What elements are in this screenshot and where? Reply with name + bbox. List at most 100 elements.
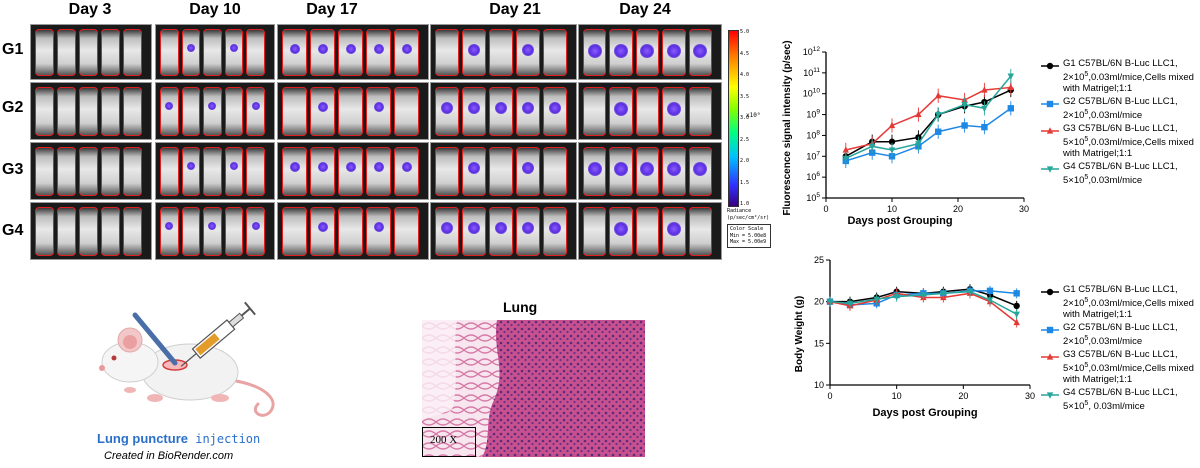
mouse-image bbox=[583, 147, 607, 196]
mouse-image bbox=[310, 147, 335, 196]
mouse-image bbox=[489, 87, 513, 136]
legend-label: G3 C57BL/6N B-Luc LLC1, 5×105,0.03ml/mic… bbox=[1063, 349, 1194, 386]
imaging-panel bbox=[155, 24, 275, 80]
mouse-image bbox=[282, 87, 307, 136]
mouse-image bbox=[662, 87, 686, 136]
y-tick-label: 1012 bbox=[803, 46, 821, 57]
tumor-signal-icon bbox=[165, 102, 174, 111]
legend-marker-icon bbox=[1041, 392, 1059, 400]
legend-marker-icon bbox=[1041, 62, 1059, 70]
colorbar bbox=[728, 30, 739, 207]
imaging-panel bbox=[430, 142, 577, 200]
imaging-panel bbox=[30, 142, 152, 200]
legend-entry: G3 C57BL/6N B-Luc LLC1, 5×105,0.03ml/mic… bbox=[1040, 349, 1198, 385]
y-tick-label: 109 bbox=[806, 109, 820, 120]
mouse-image bbox=[203, 207, 222, 256]
tumor-signal-icon bbox=[468, 162, 480, 175]
mouse-image bbox=[246, 147, 265, 196]
magnification-box bbox=[422, 427, 476, 457]
data-point bbox=[1046, 288, 1054, 296]
legend-entry: G4 C57BL/6N B-Luc LLC1, 5×105, 0.03ml/mi… bbox=[1040, 387, 1198, 413]
colorbar-tick-label: 4.0 bbox=[740, 72, 750, 78]
mouse-image bbox=[435, 29, 459, 76]
mouse-image bbox=[160, 87, 179, 136]
mouse-image bbox=[123, 29, 142, 76]
tumor-signal-icon bbox=[587, 43, 602, 58]
mouse-image bbox=[583, 29, 607, 76]
data-point bbox=[842, 146, 849, 153]
legend-label: G1 C57BL/6N B-Luc LLC1, 2×105,0.03ml/mic… bbox=[1063, 284, 1194, 321]
imaging-panel bbox=[30, 82, 152, 140]
data-point bbox=[888, 121, 896, 129]
mouse-image bbox=[203, 87, 222, 136]
tumor-signal-icon bbox=[345, 162, 356, 173]
mouse-image bbox=[282, 29, 307, 76]
mouse-image bbox=[160, 207, 179, 256]
imaging-panel bbox=[277, 24, 429, 80]
data-point bbox=[1046, 166, 1054, 174]
mouse-image bbox=[57, 29, 76, 76]
legend-marker-icon bbox=[1041, 127, 1059, 134]
mouse-image bbox=[662, 147, 686, 196]
tumor-signal-icon bbox=[208, 222, 217, 231]
mouse-image bbox=[516, 87, 540, 136]
histology-title: Lung bbox=[503, 299, 538, 315]
mouse-image bbox=[181, 147, 201, 196]
data-point bbox=[915, 110, 922, 118]
y-tick-label: 108 bbox=[806, 129, 820, 140]
tumor-signal-icon bbox=[614, 222, 629, 237]
legend-entry: G2 C57BL/6N B-Luc LLC1, 2×105,0.03ml/mic… bbox=[1040, 322, 1198, 347]
data-point bbox=[1013, 302, 1020, 310]
biorender-title: Lung puncture injection bbox=[97, 430, 260, 448]
mouse-image bbox=[394, 87, 419, 136]
tumor-signal-icon bbox=[666, 43, 681, 58]
day-label-24: Day 24 bbox=[619, 1, 671, 18]
colorbar-tick-label: 1.0 bbox=[740, 201, 750, 207]
tumor-signal-icon bbox=[401, 162, 412, 173]
imaging-panel bbox=[155, 142, 275, 200]
mouse-image bbox=[583, 207, 607, 256]
data-point bbox=[981, 105, 988, 113]
colorbar-tick-label: 3.5 bbox=[740, 93, 750, 100]
mouse-image bbox=[435, 207, 459, 256]
legend-marker-icon bbox=[1041, 326, 1059, 334]
x-tick-label: 0 bbox=[827, 391, 832, 401]
series-line bbox=[842, 82, 1014, 164]
mouse-image bbox=[79, 147, 98, 196]
tumor-signal-icon bbox=[495, 222, 507, 235]
data-point bbox=[986, 287, 994, 295]
mouse-image bbox=[489, 29, 513, 76]
tumor-signal-icon bbox=[640, 162, 655, 177]
data-point bbox=[826, 299, 834, 306]
mouse-image bbox=[688, 87, 712, 136]
data-point bbox=[966, 289, 974, 296]
tumor-signal-icon bbox=[549, 102, 561, 115]
body-weight-ylabel: Body Weight (g) bbox=[794, 296, 805, 372]
data-point bbox=[846, 300, 854, 308]
y-tick-label: 1011 bbox=[803, 67, 820, 78]
magnification-label: 200 X bbox=[430, 434, 458, 446]
tumor-signal-icon bbox=[693, 43, 708, 58]
mouse-image bbox=[338, 29, 363, 76]
series-line bbox=[842, 101, 1014, 169]
legend-label: G2 C57BL/6N B-Luc LLC1, 2×105,0.03ml/mic… bbox=[1063, 322, 1178, 348]
colorbar-max: Max = 5.00e9 bbox=[730, 239, 767, 245]
fluorescence-ylabel: Fluorescence signal intensity (p/sec) bbox=[782, 40, 793, 215]
mouse-image bbox=[338, 207, 363, 256]
mouse-image bbox=[435, 87, 459, 136]
day-label-21: Day 21 bbox=[489, 1, 541, 18]
mouse-image bbox=[123, 207, 142, 256]
mouse-image bbox=[609, 87, 633, 136]
mouse-image bbox=[516, 207, 540, 256]
tumor-signal-icon bbox=[666, 102, 681, 117]
data-point bbox=[869, 143, 876, 151]
mouse-image bbox=[282, 207, 307, 256]
fluorescence-axes: 105 106 107 108 109 1010 1011 1012 0 10 20 30 bbox=[803, 46, 1029, 214]
mouse-image bbox=[516, 147, 540, 196]
imaging-panel bbox=[277, 82, 429, 140]
mouse-image bbox=[462, 207, 486, 256]
mouse-injection-icon bbox=[99, 301, 275, 417]
colorbar-tick-label: 5.0 bbox=[740, 29, 750, 35]
legend-label: G3 C57BL/6N B-Luc LLC1, 5×105,0.03ml/mic… bbox=[1063, 123, 1194, 160]
